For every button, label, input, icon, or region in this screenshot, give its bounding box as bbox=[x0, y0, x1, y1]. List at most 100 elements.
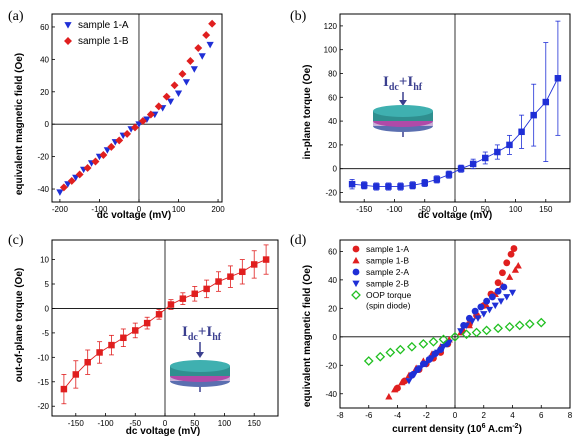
panel-d-point bbox=[411, 370, 419, 378]
panel-c-ytick-label: 0 bbox=[45, 304, 50, 313]
panel-a-ytick-label: -40 bbox=[37, 185, 49, 194]
panel-d-xlabel: current density (106 A.cm-2) bbox=[392, 423, 522, 435]
panel-a-point bbox=[67, 176, 76, 185]
panel-a-point bbox=[174, 90, 183, 98]
panel-a-xtick-label: -200 bbox=[52, 205, 69, 214]
panel-a-point bbox=[182, 79, 191, 86]
panel-d-point bbox=[491, 302, 499, 310]
panel-a-xtick-label: 100 bbox=[172, 205, 186, 214]
panel-a-point bbox=[198, 53, 206, 60]
panel-a-ytick-label: 0 bbox=[45, 120, 50, 129]
panel-d-ytick-label: 0 bbox=[333, 333, 338, 342]
panel-a-ytick-label: 20 bbox=[40, 88, 49, 97]
panel-d-point bbox=[510, 245, 518, 252]
panel-d-ytick-label: -20 bbox=[325, 361, 337, 370]
panel-d-point bbox=[500, 283, 508, 291]
panel-a-legend-swatch bbox=[64, 37, 72, 45]
panel-a-point bbox=[208, 19, 217, 28]
panel-d-ytick-label: 20 bbox=[328, 304, 337, 313]
panel-d-point bbox=[457, 328, 465, 335]
panel-d-point bbox=[480, 311, 488, 318]
panel-d-legend-swatch bbox=[352, 256, 360, 264]
panel-d-xtick-label: 0 bbox=[453, 411, 458, 420]
panel-c-point bbox=[60, 385, 68, 393]
panel-a-point bbox=[146, 110, 155, 119]
panel-a-point bbox=[107, 142, 116, 151]
panel-d-point bbox=[514, 262, 522, 269]
panel-d-legend-label: OOP torque bbox=[366, 290, 411, 300]
panel-d-point bbox=[428, 355, 436, 362]
panel-d-point bbox=[438, 334, 449, 345]
panel-c-xtick-label: 150 bbox=[248, 419, 262, 428]
panel-c-inset: Idc+Ihf bbox=[170, 324, 230, 392]
panel-d-point bbox=[477, 303, 485, 311]
panel-d-point bbox=[493, 323, 504, 334]
panel-d-point bbox=[439, 343, 448, 351]
panel-d-point bbox=[503, 294, 511, 301]
panel-d-legend-label: sample 1-A bbox=[366, 244, 409, 254]
panel-d-legend-swatch bbox=[352, 280, 360, 288]
panel-d-point bbox=[395, 344, 406, 355]
panel-d-point bbox=[507, 250, 515, 258]
panel-d-xtick-label: 4 bbox=[510, 411, 515, 420]
panel-a-point bbox=[131, 123, 139, 132]
panel-a-point bbox=[103, 147, 111, 154]
panel-d-point bbox=[471, 307, 479, 315]
panel-d-series-3 bbox=[405, 289, 517, 385]
panel-c-point bbox=[262, 256, 270, 263]
panel-d-point bbox=[536, 317, 547, 328]
panel-a-series-1 bbox=[59, 19, 217, 192]
panel-c-series-line bbox=[63, 259, 267, 390]
panel-c-xtick-label: 0 bbox=[163, 419, 168, 428]
panel-d-series-2 bbox=[408, 283, 508, 379]
panel-a-point bbox=[178, 70, 187, 78]
panel-b-xtick-label: -100 bbox=[386, 205, 403, 214]
panel-a-point bbox=[154, 102, 163, 111]
panel-a-xtick-label: 200 bbox=[211, 205, 225, 214]
panel-b-xtick-label: 50 bbox=[481, 205, 490, 214]
panel-a-point bbox=[143, 116, 151, 123]
panel-d-point bbox=[428, 336, 439, 347]
panel-d-xtick-label: 2 bbox=[482, 411, 487, 420]
panel-a-point bbox=[64, 181, 72, 188]
panel-c-xtick-label: 50 bbox=[190, 419, 199, 428]
panel-b-ytick-label: 60 bbox=[328, 93, 337, 102]
panel-d-point bbox=[481, 325, 492, 336]
panel-c-xtick-label: 100 bbox=[218, 419, 232, 428]
panel-d-ytick-label: -40 bbox=[325, 390, 337, 399]
panel-d-ytick-label: 40 bbox=[328, 276, 337, 285]
panel-d-legend-label: sample 1-B bbox=[366, 256, 409, 266]
panel-d-xtick-label: -8 bbox=[336, 411, 344, 420]
panel-d-point bbox=[405, 378, 413, 385]
panel-b-ytick-label: 20 bbox=[328, 141, 337, 150]
panel-d-point bbox=[450, 331, 460, 342]
panel-a-point bbox=[186, 57, 195, 65]
panel-c-ytick-label: -10 bbox=[37, 353, 49, 362]
panel-b-series-line bbox=[352, 78, 559, 187]
panel-b-xtick-label: 100 bbox=[509, 205, 523, 214]
panel-d-series-0 bbox=[394, 245, 518, 392]
panel-d-point bbox=[406, 341, 417, 352]
panel-a-xlabel: dc voltage (mV) bbox=[97, 210, 171, 221]
panel-b-ylabel: in-plane torque (Oe) bbox=[302, 65, 313, 160]
panel-a-point bbox=[206, 41, 214, 49]
panel-b-xtick-label: 0 bbox=[453, 205, 458, 214]
panel-c-label: (c) bbox=[8, 233, 24, 248]
panel-d-point bbox=[494, 287, 502, 295]
panel-d-point bbox=[506, 273, 514, 280]
panel-a-point bbox=[75, 170, 84, 179]
panel-a-ytick-label: 60 bbox=[40, 23, 49, 32]
panel-c-ytick-label: -5 bbox=[42, 329, 50, 338]
panel-d-point bbox=[483, 301, 491, 309]
panel-b-xtick-label: -150 bbox=[356, 205, 373, 214]
panel-a-point bbox=[190, 66, 198, 73]
panel-a-point bbox=[59, 183, 68, 192]
panel-d-point bbox=[474, 315, 482, 322]
panel-d-point bbox=[461, 329, 472, 340]
panel-a-point bbox=[138, 117, 147, 125]
panel-b-inset-current: Idc+Ihf bbox=[383, 74, 423, 93]
panel-a-point bbox=[170, 81, 179, 90]
panel-a-xtick-label: -100 bbox=[91, 205, 108, 214]
panel-d-label: (d) bbox=[290, 233, 307, 248]
panel-d-point bbox=[391, 385, 399, 393]
